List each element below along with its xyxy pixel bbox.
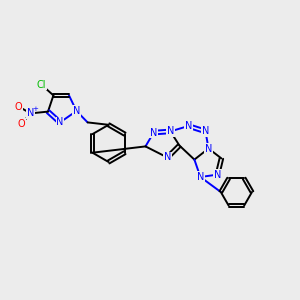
Text: N: N: [197, 172, 204, 182]
Text: N: N: [202, 126, 209, 136]
Text: N: N: [27, 108, 34, 118]
Text: O: O: [18, 118, 26, 129]
Text: N: N: [214, 169, 221, 180]
Text: Cl: Cl: [37, 80, 46, 90]
Text: N: N: [167, 126, 174, 136]
Text: N: N: [185, 121, 192, 131]
Text: N: N: [73, 106, 80, 116]
Text: N: N: [164, 152, 171, 163]
Text: O: O: [15, 101, 22, 112]
Text: N: N: [205, 143, 212, 154]
Text: +: +: [32, 106, 38, 112]
Text: N: N: [56, 117, 64, 128]
Text: N: N: [150, 128, 157, 138]
